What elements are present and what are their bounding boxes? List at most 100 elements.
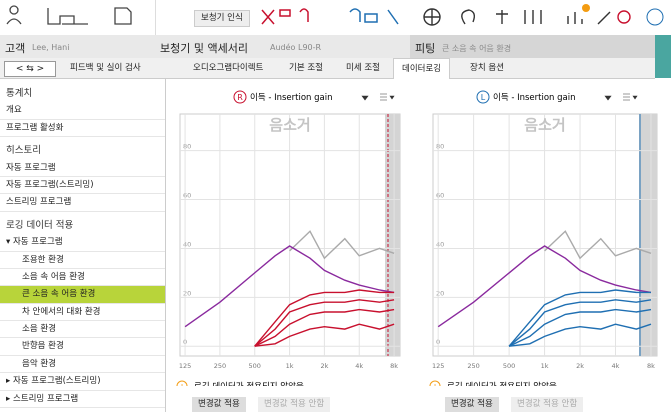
item-label: 조용한 환경 [22, 254, 64, 265]
limit-band [385, 114, 400, 356]
apply-button[interactable]: 변경값 적용 [445, 397, 499, 412]
side-letter: R [237, 93, 243, 102]
tab[interactable]: 기본 조절 [289, 63, 323, 73]
sidebar-item[interactable]: ▸ 자동 프로그램(스트리밍) [0, 373, 165, 391]
item-label: 스트리밍 프로그램 [12, 393, 79, 404]
sidebar-item[interactable]: ▸ 스트리밍 프로그램 [0, 391, 165, 409]
x-tick-label: 4k [355, 362, 363, 370]
notice-icon [429, 380, 441, 386]
sidebar-item[interactable]: 스트리밍 프로그램 [0, 194, 165, 212]
tab[interactable]: 장치 옵션 [470, 63, 504, 73]
notice-mark: ! [434, 383, 437, 386]
x-tick-label: 2k [320, 362, 328, 370]
gain-curve [437, 245, 652, 328]
side-marker [476, 90, 490, 104]
sidebar-item[interactable]: 자동 프로그램 [0, 160, 165, 177]
x-tick-label: 8k [647, 362, 655, 370]
tab-bar [0, 58, 655, 79]
divider [165, 79, 166, 412]
gain-dropdown[interactable]: 이득 - Insertion gain [250, 92, 333, 103]
sidebar: 통계치 개요 프로그램 활성화 히스토리 자동 프로그램 자동 프로그램(스트리밍) 스트리… [0, 80, 165, 409]
item-label: 자동 프로그램 [6, 162, 56, 173]
y-tick-label: 40 [436, 240, 444, 248]
x-tick-label: 1k [286, 362, 294, 370]
cancel-button[interactable]: 변경값 적용 안함 [258, 397, 331, 412]
x-tick-label: 8k [390, 362, 398, 370]
y-tick-label: 20 [436, 289, 444, 297]
apply-button[interactable]: 변경값 적용 [192, 397, 246, 412]
limit-band [639, 114, 657, 356]
gain-curve [508, 308, 652, 347]
fitting-label: 피팅 [415, 42, 436, 55]
client-label: 고객 [5, 42, 26, 55]
dropdown-arrows [604, 93, 638, 101]
sidebar-item[interactable]: 조용한 환경 [0, 252, 165, 269]
x-tick-label: 2k [576, 362, 584, 370]
gain-curve [544, 230, 652, 260]
x-tick-label: 250 [467, 362, 479, 370]
sidebar-item[interactable]: 차 안에서의 대화 환경 [0, 304, 165, 322]
side-letter: L [481, 93, 486, 102]
sidebar-item[interactable]: 개요 [0, 102, 165, 120]
notice-mark: ! [181, 383, 184, 386]
gain-dropdown[interactable]: 이득 - Insertion gain [493, 92, 576, 103]
y-tick-label: 80 [436, 143, 444, 151]
item-label: 스트리밍 프로그램 [6, 197, 72, 208]
side-marker [233, 90, 247, 104]
device-label: 보청기 및 액세서리 [160, 42, 248, 55]
dropdown-arrows [361, 93, 395, 101]
item-label: 소음 속 어음 환경 [22, 271, 85, 282]
x-tick-label: 500 [503, 362, 515, 370]
tab[interactable]: 미세 조절 [346, 63, 380, 73]
expander[interactable]: ▸ [6, 376, 13, 387]
item-label: 자동 프로그램(스트리밍) [12, 376, 101, 387]
y-tick-label: 40 [183, 240, 191, 248]
fitting-program: 큰 소음 속 어음 환경 [442, 44, 512, 53]
tab[interactable]: 피드백 및 실이 검사 [70, 63, 141, 73]
chart-panel: L이득 - Insertion gain0204060801252505001k… [429, 90, 658, 386]
x-tick-label: 125 [179, 362, 191, 370]
item-label: 개요 [6, 105, 22, 116]
sidebar-item[interactable]: 음악 환경 [0, 356, 165, 374]
tab[interactable]: 오디오그램다이렉트 [193, 63, 264, 73]
section-title: 히스토리 [6, 145, 41, 157]
y-tick-label: 80 [183, 143, 191, 151]
gain-curve [254, 308, 395, 347]
cancel-button[interactable]: 변경값 적용 안함 [511, 397, 584, 412]
item-label: 소음 환경 [22, 324, 56, 335]
sidebar-item[interactable]: 자동 프로그램(스트리밍) [0, 177, 165, 195]
expander[interactable]: ▸ [6, 393, 13, 404]
sidebar-item[interactable]: 프로그램 활성화 [0, 120, 165, 138]
nav-arrows[interactable]: < ⇆ > [4, 61, 56, 77]
x-tick-label: 4k [612, 362, 620, 370]
notice-text: 로깅 데이터가 적용되지 않았음 [447, 381, 557, 386]
item-label: 프로그램 활성화 [6, 122, 64, 133]
expander[interactable]: ▾ [6, 237, 13, 248]
side-toggle[interactable] [655, 35, 671, 78]
section-title: 로깅 데이터 적용 [6, 219, 74, 231]
sidebar-item[interactable]: ▾ 자동 프로그램 [0, 234, 165, 252]
y-tick-label: 60 [183, 192, 191, 200]
client-name: Lee, Hani [32, 43, 70, 52]
fitting-bar [410, 35, 655, 58]
y-tick-label: 60 [436, 192, 444, 200]
sidebar-item[interactable]: 소음 환경 [0, 321, 165, 339]
item-label: 자동 프로그램 [12, 237, 63, 248]
chart-title: 음소거 [524, 116, 565, 134]
tab[interactable]: 데이터로깅 [393, 58, 451, 79]
item-label: 차 안에서의 대화 환경 [22, 306, 101, 317]
gain-curve [508, 299, 652, 347]
chart-panel: R이득 - Insertion gain0204060801252505001k… [176, 90, 401, 386]
sidebar-item[interactable]: 큰 소음 속 어음 환경 [0, 286, 165, 304]
sidebar-item[interactable]: 소음 속 어음 환경 [0, 269, 165, 287]
detect-button[interactable]: 보청기 인식 [194, 10, 250, 27]
sidebar-item[interactable]: 반향음 환경 [0, 338, 165, 356]
gain-curve [289, 230, 395, 260]
gain-curve [254, 289, 395, 347]
y-tick-label: 20 [183, 289, 191, 297]
gain-curve [254, 299, 395, 347]
item-label: 자동 프로그램(스트리밍) [6, 179, 94, 190]
notice-text: 로깅 데이터가 적용되지 않았음 [194, 381, 304, 386]
x-tick-label: 250 [214, 362, 226, 370]
